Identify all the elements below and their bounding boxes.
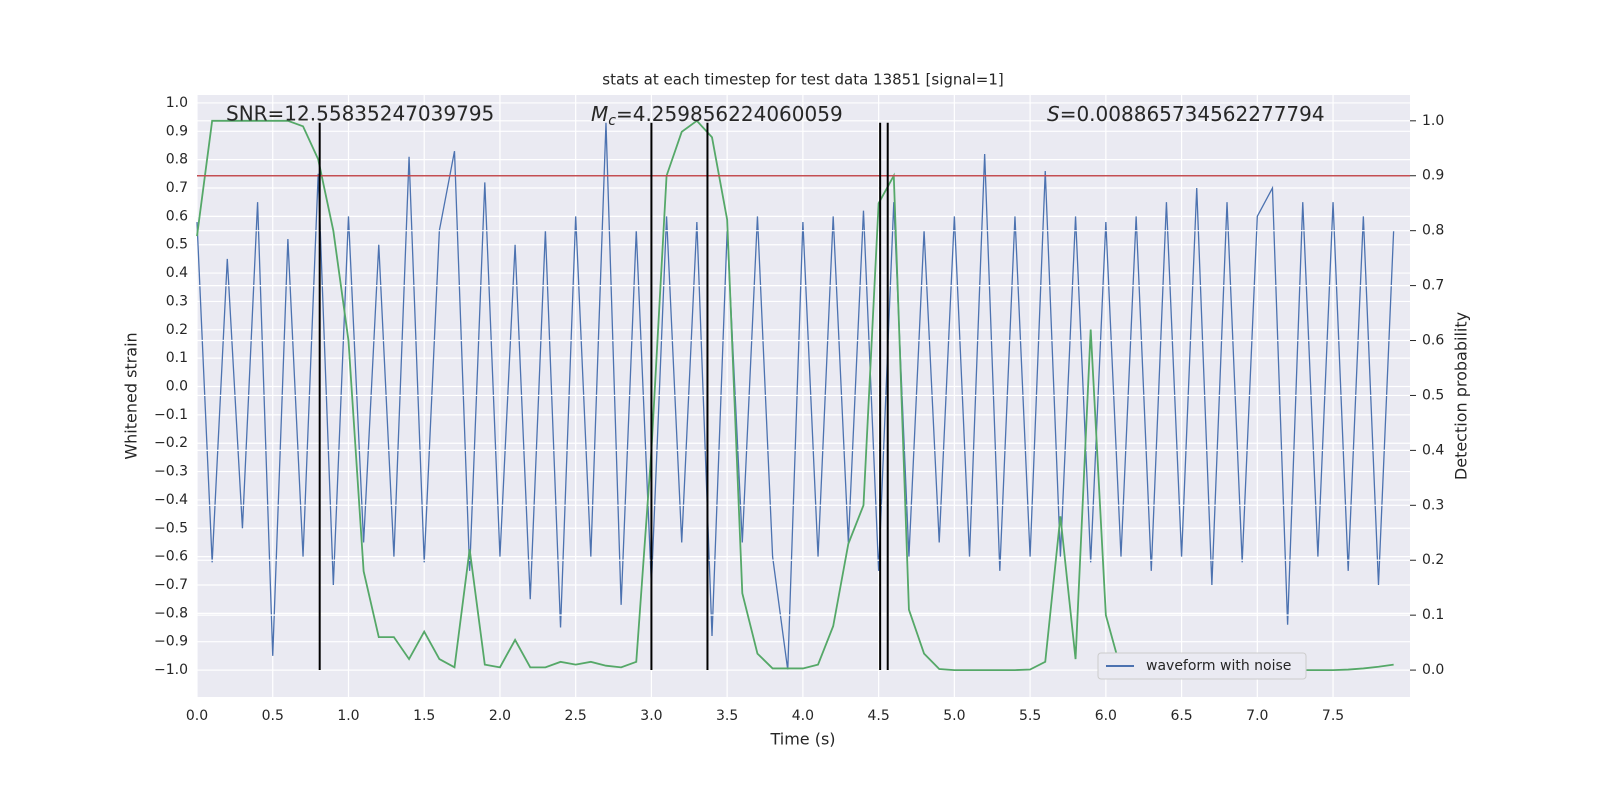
- annotation: S=0.008865734562277794: [1047, 102, 1325, 126]
- y2-axis-label: Detection probability: [1452, 312, 1471, 480]
- y2-tick-label: 0.4: [1422, 442, 1444, 458]
- y-tick-label: 0.2: [166, 322, 188, 338]
- y-tick-label: 0.0: [166, 379, 188, 395]
- x-tick-label: 1.0: [337, 708, 359, 724]
- annotation: SNR=12.55835247039795: [226, 102, 494, 126]
- x-tick-label: 4.5: [867, 708, 889, 724]
- y-tick-label: 0.5: [166, 237, 188, 253]
- y2-tick-label: 1.0: [1422, 113, 1444, 129]
- y2-tick-label: 0.9: [1422, 168, 1444, 184]
- chart-title: stats at each timestep for test data 138…: [602, 71, 1003, 89]
- series-line: [196, 122, 1395, 671]
- y-tick-label: −1.0: [154, 662, 188, 678]
- annotation-text: =0.008865734562277794: [1060, 102, 1325, 126]
- x-tick-label: 4.0: [792, 708, 814, 724]
- y2-tick-label: 0.7: [1422, 278, 1444, 294]
- legend-box: [1097, 652, 1307, 680]
- y-tick-label: −0.2: [154, 435, 188, 451]
- x-tick-label: 7.0: [1246, 708, 1268, 724]
- x-tick-label: 6.0: [1095, 708, 1117, 724]
- x-tick-label: 2.0: [489, 708, 511, 724]
- y-tick-label: −0.3: [154, 464, 188, 480]
- annotation-text: =4.259856224060059: [616, 102, 843, 126]
- annotation-symbol: S: [1047, 102, 1060, 126]
- x-tick-label: 1.5: [413, 708, 435, 724]
- x-tick-label: 5.0: [943, 708, 965, 724]
- y-tick-label: 0.9: [166, 123, 188, 139]
- x-tick-label: 5.5: [1019, 708, 1041, 724]
- y2-tick-label: 0.6: [1422, 333, 1444, 349]
- y-tick-label: 0.7: [166, 180, 188, 196]
- y-tick-label: 0.6: [166, 208, 188, 224]
- annotation-symbol: M: [591, 102, 608, 126]
- x-tick-label: 6.5: [1170, 708, 1192, 724]
- y2-tick-label: 0.8: [1422, 223, 1444, 239]
- y-tick-label: −0.4: [154, 492, 188, 508]
- y-tick-label: 0.8: [166, 152, 188, 168]
- y-tick-label: −0.9: [154, 634, 188, 650]
- y-tick-label: 1.0: [166, 95, 188, 111]
- y2-tick-label: 0.5: [1422, 387, 1444, 403]
- y-tick-label: −0.1: [154, 407, 188, 423]
- y2-tick-label: 0.1: [1422, 607, 1444, 623]
- y2-tick-label: 0.2: [1422, 552, 1444, 568]
- annotation-subscript: c: [608, 113, 616, 129]
- x-tick-label: 0.5: [262, 708, 284, 724]
- legend-label: waveform with noise: [1146, 658, 1291, 674]
- y2-tick-label: 0.3: [1422, 497, 1444, 513]
- y2-tick-label: 0.0: [1422, 662, 1444, 678]
- y-tick-label: −0.8: [154, 605, 188, 621]
- y-tick-label: −0.5: [154, 520, 188, 536]
- x-tick-label: 7.5: [1322, 708, 1344, 724]
- y-tick-label: 0.4: [166, 265, 188, 281]
- y-tick-label: 0.3: [166, 293, 188, 309]
- annotation: Mc=4.259856224060059: [591, 102, 843, 130]
- y-axis-label: Whitened strain: [122, 332, 141, 459]
- y-tick-label: 0.1: [166, 350, 188, 366]
- x-tick-label: 3.5: [716, 708, 738, 724]
- x-axis-label: Time (s): [769, 730, 835, 749]
- x-tick-label: 0.0: [186, 708, 208, 724]
- y-tick-label: −0.6: [154, 549, 188, 565]
- x-tick-label: 3.0: [640, 708, 662, 724]
- y-tick-label: −0.7: [154, 577, 188, 593]
- x-tick-label: 2.5: [565, 708, 587, 724]
